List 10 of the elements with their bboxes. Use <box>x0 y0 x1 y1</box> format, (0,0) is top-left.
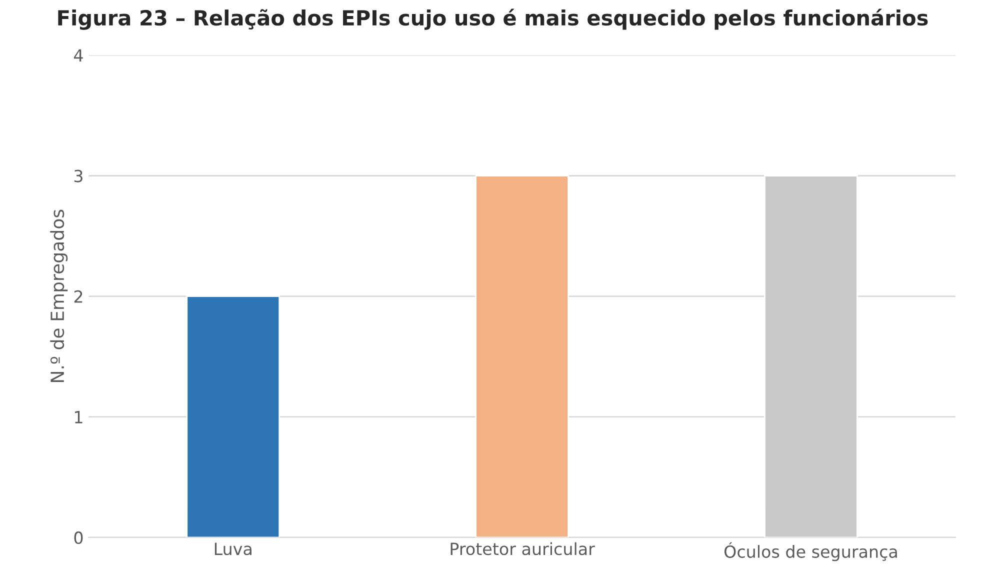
y-tick-label: 0 <box>74 531 83 544</box>
chart-title: Figura 23 – Relação dos EPIs cujo uso é mais esquecido pelos funcionários <box>58 8 928 30</box>
x-tick-label: Luva <box>214 542 252 556</box>
x-tick-label: Protetor auricular <box>450 542 595 556</box>
y-tick-label: 4 <box>74 49 83 62</box>
y-tick-label: 3 <box>74 170 82 182</box>
y-tick-label: 1 <box>75 411 82 424</box>
y-axis-title: N.º de Empregados <box>50 210 68 382</box>
x-tick-label: Óculos de segurança <box>724 542 897 562</box>
y-tick-label: 2 <box>74 290 82 303</box>
